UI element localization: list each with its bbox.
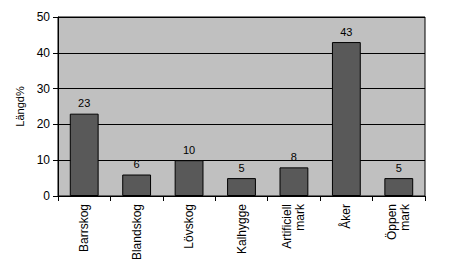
svg-text:Barrskog: Barrskog: [77, 204, 91, 252]
svg-text:mark: mark: [398, 203, 412, 231]
svg-text:8: 8: [291, 151, 297, 163]
svg-text:mark: mark: [293, 203, 307, 231]
svg-text:Blandskog: Blandskog: [130, 204, 144, 260]
svg-text:0: 0: [43, 189, 50, 203]
svg-text:23: 23: [78, 97, 90, 109]
svg-text:43: 43: [340, 26, 352, 38]
svg-text:20: 20: [37, 117, 51, 131]
svg-text:6: 6: [134, 158, 140, 170]
svg-text:30: 30: [37, 82, 51, 96]
svg-text:Kalhygge: Kalhygge: [235, 204, 249, 254]
svg-text:50: 50: [37, 10, 51, 24]
svg-text:5: 5: [238, 162, 244, 174]
svg-text:5: 5: [396, 162, 402, 174]
svg-text:Artificiell: Artificiell: [280, 204, 294, 249]
svg-text:Åker: Åker: [338, 204, 353, 229]
svg-text:Lövskog: Lövskog: [182, 204, 196, 249]
svg-text:Längd%: Längd%: [14, 86, 26, 127]
svg-text:10: 10: [37, 153, 51, 167]
svg-text:40: 40: [37, 46, 51, 60]
svg-text:Öppen: Öppen: [385, 204, 399, 240]
svg-text:10: 10: [183, 144, 195, 156]
